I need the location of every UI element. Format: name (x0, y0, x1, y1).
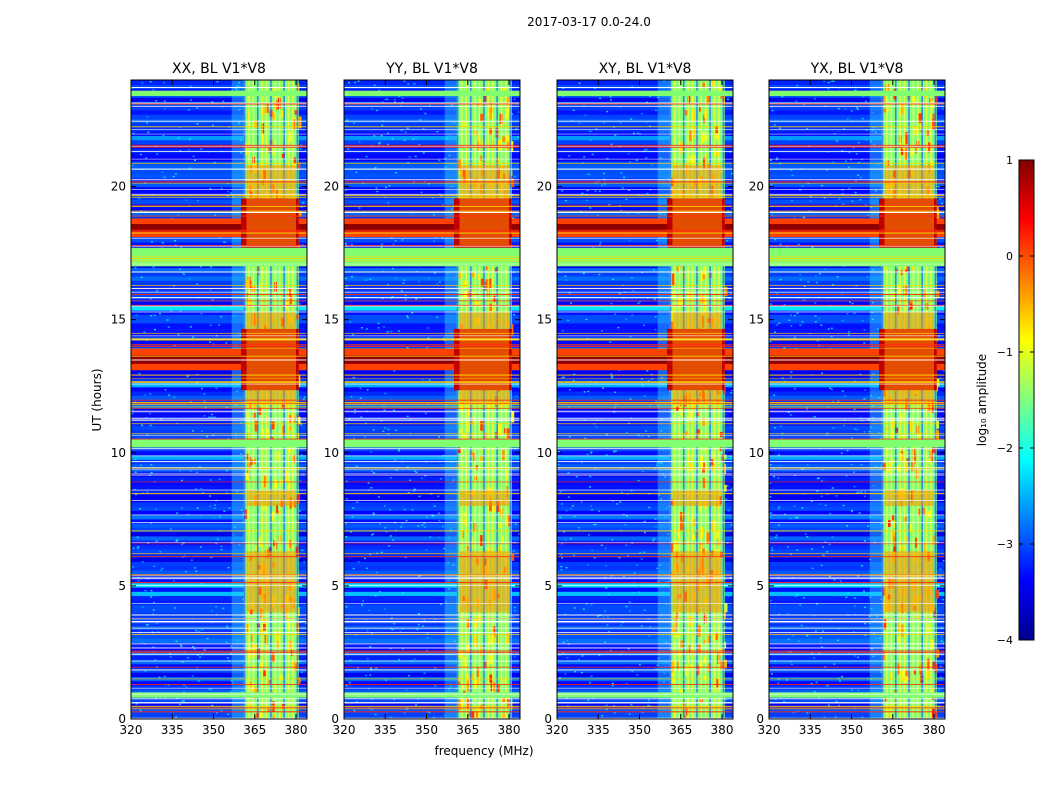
colorbar-ticks: 1 0 −1 −2 −3 −4 (997, 154, 1034, 647)
heatmap-image (131, 80, 307, 719)
panel-title: YY, BL V1*V8 (385, 61, 478, 77)
y-tick-label: 15 (749, 313, 764, 327)
y-tick-label: 5 (331, 579, 339, 593)
y-tick-label: 10 (324, 446, 339, 460)
panel-1: XX, BL V1*V8 320 335 350 365 380 0 5 10 15 20 (111, 61, 308, 737)
panel-title: XX, BL V1*V8 (172, 61, 266, 77)
panel-frame (556, 79, 734, 720)
y-tick-label: 15 (537, 313, 552, 327)
panel-frame (768, 79, 946, 720)
panel-title: YX, BL V1*V8 (810, 61, 904, 77)
y-tick-label: 0 (331, 712, 339, 726)
y-tick-label: 5 (118, 579, 126, 593)
y-tick-label: 10 (537, 446, 552, 460)
x-tick-label: 365 (456, 723, 479, 737)
colorbar-gradient (1018, 159, 1035, 641)
panel-4: YX, BL V1*V8 320 335 350 365 380 0 5 10 15 20 (749, 61, 946, 737)
y-tick-label: 15 (111, 313, 126, 327)
x-tick-label: 350 (628, 723, 651, 737)
panel-frame (130, 79, 308, 720)
y-tick-label: 10 (749, 446, 764, 460)
panel-frame (343, 79, 521, 720)
x-tick-label: 335 (587, 723, 610, 737)
x-tick-label: 320 (333, 723, 356, 737)
x-tick-label: 380 (285, 723, 308, 737)
y-tick-label: 20 (324, 180, 339, 194)
x-tick-label: 335 (374, 723, 397, 737)
x-tick-label: 335 (799, 723, 822, 737)
panel-2: YY, BL V1*V8 320 335 350 365 380 0 5 10 15 20 (324, 61, 521, 737)
colorbar-tick-label: −3 (997, 538, 1013, 551)
x-tick-label: 350 (415, 723, 438, 737)
x-axis-label: frequency (MHz) (434, 744, 533, 758)
x-tick-label: 365 (243, 723, 266, 737)
x-tick-label: 350 (840, 723, 863, 737)
y-tick-label: 0 (544, 712, 552, 726)
colorbar-label: log₁₀ amplitude (975, 354, 989, 446)
y-tick-label: 5 (756, 579, 764, 593)
panel-3: XY, BL V1*V8 320 335 350 365 380 0 5 10 15 20 (537, 61, 734, 737)
x-tick-label: 365 (881, 723, 904, 737)
y-tick-label: 20 (537, 180, 552, 194)
heatmap-image (769, 80, 945, 719)
y-tick-label: 0 (756, 712, 764, 726)
y-tick-label: 5 (544, 579, 552, 593)
y-tick-label: 0 (118, 712, 126, 726)
figure-suptitle: 2017-03-17 0.0-24.0 (527, 15, 651, 29)
x-tick-label: 350 (202, 723, 225, 737)
colorbar: 1 0 −1 −2 −3 −4 log₁₀ amplitude (975, 154, 1035, 647)
x-tick-label: 320 (120, 723, 143, 737)
x-tick-label: 365 (669, 723, 692, 737)
x-tick-label: 380 (711, 723, 734, 737)
colorbar-tick-label: 1 (1006, 154, 1013, 167)
panel-title: XY, BL V1*V8 (599, 61, 692, 77)
x-tick-label: 380 (923, 723, 946, 737)
x-tick-label: 335 (161, 723, 184, 737)
heatmap-image (557, 80, 733, 719)
colorbar-tick-label: −2 (997, 442, 1013, 455)
y-tick-label: 20 (749, 180, 764, 194)
x-tick-label: 380 (498, 723, 521, 737)
x-tick-label: 320 (758, 723, 781, 737)
y-tick-label: 15 (324, 313, 339, 327)
heatmap-image (344, 80, 520, 719)
colorbar-tick-label: 0 (1006, 250, 1013, 263)
colorbar-tick-label: −4 (997, 634, 1013, 647)
x-tick-label: 320 (546, 723, 569, 737)
y-tick-label: 20 (111, 180, 126, 194)
y-axis-label: UT (hours) (90, 368, 104, 431)
y-tick-label: 10 (111, 446, 126, 460)
colorbar-tick-label: −1 (997, 346, 1013, 359)
